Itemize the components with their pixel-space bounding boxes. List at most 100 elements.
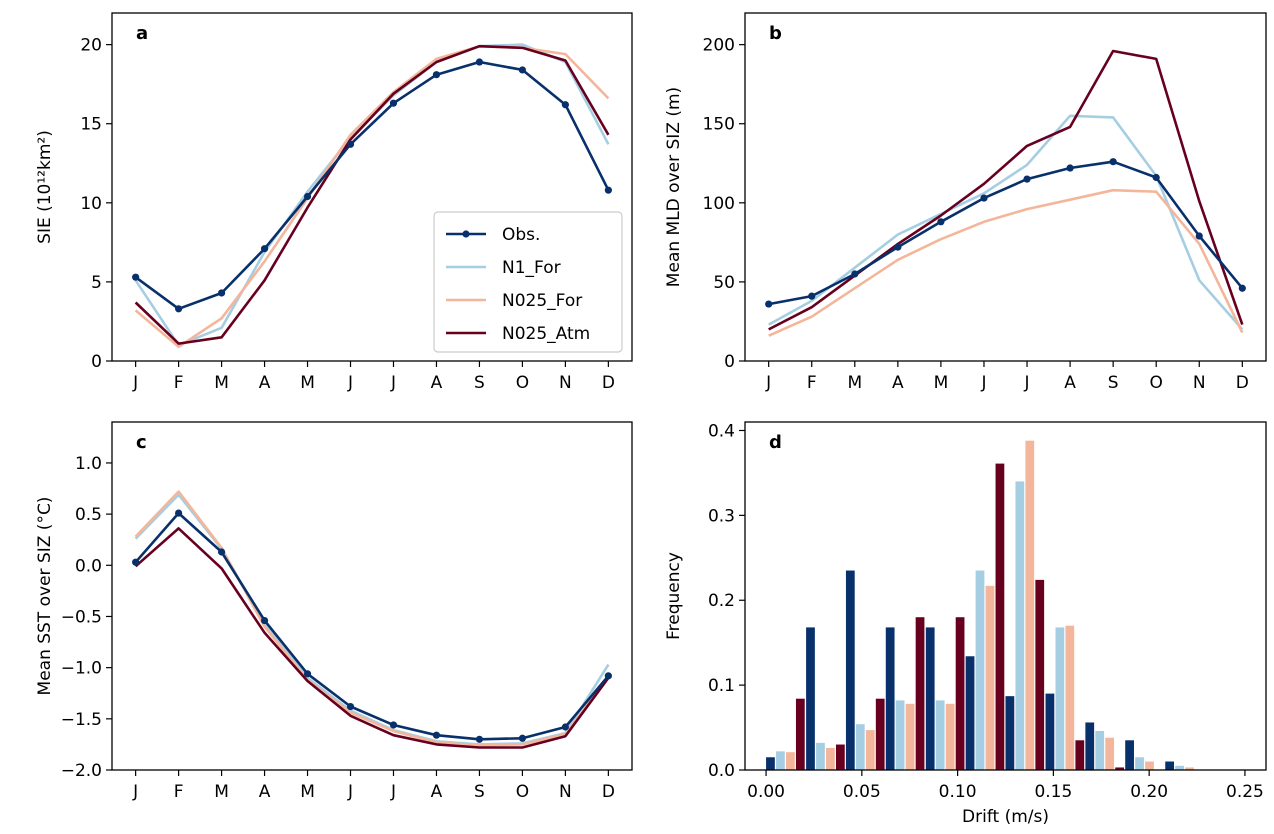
legend-label: N1_For (502, 258, 561, 278)
bar (1025, 440, 1035, 770)
data-point (1195, 232, 1203, 240)
y-tick-label: −1.0 (61, 659, 102, 679)
x-tick-label: N (559, 373, 572, 393)
x-tick-label: J (390, 373, 396, 393)
y-tick-label: 0.0 (75, 556, 102, 576)
bar (826, 747, 835, 770)
series-line-n025for (134, 490, 610, 747)
data-point (604, 186, 612, 194)
x-tick-label: A (259, 373, 271, 393)
data-point (175, 305, 183, 313)
bar (845, 570, 855, 770)
y-axis-label: Mean MLD over SIZ (m) (664, 87, 684, 287)
x-tick-label: A (431, 782, 443, 802)
y-tick-label: 0.0 (708, 761, 735, 781)
bar (965, 656, 975, 770)
series-line-n025for (768, 188, 1244, 337)
x-tick-label: F (174, 373, 184, 393)
x-tick-label: N (559, 782, 572, 802)
x-tick-label: J (390, 782, 396, 802)
bar (1045, 693, 1055, 770)
x-tick-label: J (347, 373, 353, 393)
bar (1035, 579, 1045, 770)
data-point (894, 243, 902, 251)
legend-marker (462, 230, 470, 238)
bar (975, 570, 985, 770)
bar (875, 698, 885, 770)
x-tick-label: J (980, 373, 986, 393)
legend-label: N025_For (502, 291, 582, 311)
x-tick-label: S (474, 782, 485, 802)
data-point (475, 58, 484, 66)
x-tick-label: S (1108, 373, 1119, 393)
bar (925, 627, 935, 770)
y-tick-label: −1.5 (61, 710, 102, 730)
x-tick-label: M (847, 373, 862, 393)
x-tick-label: D (1236, 373, 1249, 393)
panel-a: 0 5 10 15 20 J F M A M J J A S O N D SIE (10¹²km²) a Obs. N1… (35, 12, 633, 393)
panel-label: a (136, 23, 148, 44)
x-tick-label: M (934, 373, 949, 393)
y-tick-label: 0.3 (708, 506, 735, 526)
x-tick-label: S (474, 373, 485, 393)
x-tick-label: M (214, 373, 229, 393)
bar (1055, 627, 1065, 770)
data-point (346, 140, 355, 148)
data-point (132, 273, 140, 281)
x-tick-label: N (1193, 373, 1206, 393)
legend: Obs. N1_For N025_For N025_Atm (433, 211, 623, 353)
series-line-obs (134, 60, 610, 311)
panel-label: c (136, 432, 147, 453)
data-point (1066, 164, 1074, 172)
x-tick-label: D (602, 373, 615, 393)
bar (795, 698, 805, 770)
bar (1115, 767, 1125, 770)
series-line-n1for (768, 114, 1244, 331)
y-tick-label: 0.4 (708, 421, 735, 441)
x-tick-label: 0.25 (1226, 782, 1264, 802)
data-point (260, 616, 269, 625)
y-tick-label: −0.5 (61, 607, 102, 627)
bar (806, 627, 815, 770)
bar (855, 724, 865, 770)
x-tick-label: M (300, 373, 315, 393)
y-tick-label: 50 (713, 273, 735, 293)
x-tick-label: M (300, 782, 315, 802)
data-point (303, 670, 312, 678)
bar (1005, 696, 1015, 770)
data-point (132, 558, 140, 566)
data-point (1023, 175, 1031, 183)
panel-label: d (769, 432, 782, 453)
bar (945, 703, 955, 770)
y-axis-label: Frequency (664, 552, 684, 640)
data-point (432, 71, 441, 79)
bar (985, 585, 995, 770)
x-tick-label: O (516, 782, 529, 802)
data-point (303, 192, 312, 201)
data-point (260, 245, 269, 253)
data-point (937, 218, 945, 226)
bar (1085, 722, 1095, 770)
axes-frame (744, 421, 1267, 771)
bar (885, 627, 895, 770)
bar (895, 700, 905, 770)
y-tick-label: 150 (703, 115, 735, 135)
x-tick-label: 0.10 (939, 782, 977, 802)
series-line-obs (134, 511, 610, 741)
x-tick-label: D (602, 782, 615, 802)
data-point (1152, 173, 1160, 182)
data-point (475, 735, 484, 743)
axes-frame (111, 12, 633, 362)
data-point (765, 300, 773, 308)
bar (776, 751, 785, 770)
panel-c: −2.0 −1.5 −1.0 −0.5 0.0 0.5 1.0 J F M A M J J A S O N D Mea… (35, 421, 633, 802)
data-point (217, 289, 226, 297)
data-point (175, 509, 183, 517)
bar (1075, 740, 1085, 770)
bar (1105, 737, 1115, 770)
y-tick-label: 0.1 (708, 676, 735, 696)
x-tick-label: O (1150, 373, 1163, 393)
y-tick-label: 0 (724, 352, 735, 372)
data-point (1238, 284, 1246, 292)
